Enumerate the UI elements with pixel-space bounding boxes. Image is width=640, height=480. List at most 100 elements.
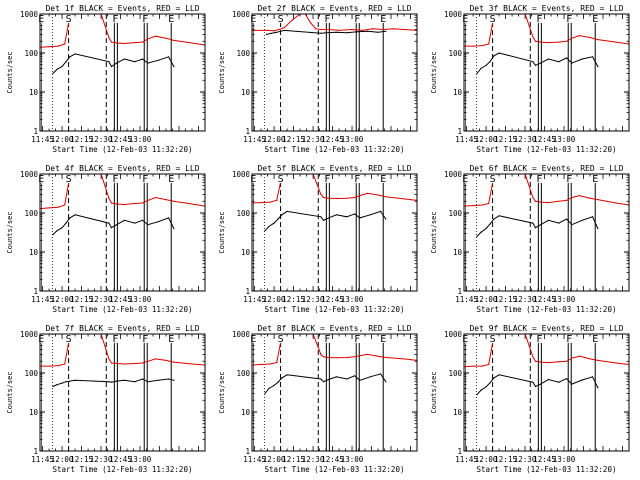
lld-data-point (110, 41, 113, 43)
lld-data-point (57, 365, 59, 367)
panel-title: Det 6f BLACK = Events, RED = LLD (469, 164, 623, 173)
events-data-point (346, 378, 348, 380)
lld-data-point (346, 197, 348, 199)
marker-label-box (565, 333, 574, 343)
events-data-point (108, 61, 110, 63)
lld-data-point (320, 28, 322, 31)
marker-label-F: F (112, 334, 118, 345)
events-data-point (65, 222, 67, 224)
x-axis-label: Start Time (12-Feb-03 11:32:20) (53, 465, 193, 474)
lld-data-point (276, 199, 278, 201)
y-tick-label: 10 (29, 248, 39, 257)
lld-data-point (173, 200, 175, 202)
marker-label-box (591, 13, 600, 23)
events-data-point (498, 215, 500, 217)
marker-label-E: E (38, 14, 44, 25)
lld-data-point (571, 196, 573, 199)
y-tick-label: 10 (241, 248, 251, 257)
lld-data-point (579, 35, 581, 37)
marker-label-box (141, 333, 150, 343)
events-data-point (540, 62, 542, 64)
events-data-point (480, 389, 482, 391)
lld-data-point (354, 196, 356, 199)
plot-frame (39, 13, 206, 132)
marker-label-box (249, 333, 258, 343)
marker-label-box (379, 173, 388, 183)
events-data-point (566, 378, 568, 380)
events-data-point (547, 58, 550, 60)
x-tick-label: 12:45 (321, 295, 344, 304)
marker-label-F: F (324, 334, 330, 345)
events-data-point (134, 381, 136, 383)
lld-data-point (481, 365, 483, 367)
x-axis-label: Start Time (12-Feb-03 11:32:20) (53, 145, 193, 154)
events-data-point (273, 222, 275, 224)
marker-label-E: E (380, 174, 386, 185)
events-data-point (264, 230, 266, 232)
events-data-point (597, 65, 599, 68)
marker-label-E: E (592, 334, 598, 345)
y-tick-label: 100 (448, 209, 462, 218)
marker-label-F: F (536, 174, 542, 185)
lld-data-point (589, 36, 591, 39)
events-data-point (268, 387, 270, 390)
events-data-point (56, 384, 58, 386)
lld-data-point (615, 202, 617, 204)
events-data-point (173, 227, 175, 230)
x-tick-label: 11:45 (243, 295, 266, 304)
events-data-point (335, 214, 337, 216)
lld-data-point (116, 203, 118, 205)
events-data-point (268, 225, 270, 228)
events-data-point (597, 227, 599, 230)
events-series-line (264, 373, 387, 394)
x-tick-label: 12:45 (109, 135, 132, 144)
x-axis-label: Start Time (12-Feb-03 11:32:20) (265, 305, 405, 314)
lld-data-point (367, 353, 369, 355)
events-data-point (276, 31, 278, 33)
lld-data-point (123, 42, 125, 45)
events-data-point (328, 217, 330, 219)
x-tick-label: 12:30 (514, 135, 537, 144)
y-tick-label: 10 (241, 88, 251, 97)
y-tick-label: 1000 (20, 170, 39, 179)
lld-data-point (472, 45, 474, 47)
lld-data-point (382, 28, 384, 31)
events-data-point (286, 374, 288, 376)
marker-label-S: S (278, 174, 284, 185)
events-data-point (110, 65, 113, 68)
events-data-point (532, 222, 534, 224)
lld-data-point (354, 356, 356, 358)
events-data-point (493, 218, 495, 220)
events-data-point (147, 62, 149, 64)
y-axis-label: Counts/sec (6, 51, 14, 93)
x-tick-label: 12:00 (263, 135, 286, 144)
marker-label-E: E (250, 334, 256, 345)
events-data-point (56, 68, 58, 70)
y-tick-label: 1 (33, 287, 38, 296)
marker-label-box (276, 173, 285, 183)
plot-frame (251, 13, 418, 132)
y-tick-label: 100 (236, 209, 250, 218)
events-data-point (168, 378, 170, 380)
y-axis-label: Counts/sec (218, 51, 226, 93)
marker-label-E: E (168, 334, 174, 345)
events-data-point (108, 222, 110, 224)
marker-label-box (535, 13, 544, 23)
lld-data-point (359, 355, 361, 357)
lld-data-point (173, 361, 175, 363)
lld-data-point (269, 201, 271, 203)
y-tick-label: 1000 (232, 330, 251, 339)
lld-data-point (110, 202, 113, 204)
lld-data-point (291, 19, 293, 21)
y-tick-label: 10 (29, 408, 39, 417)
y-axis-label: Counts/sec (218, 371, 226, 413)
marker-label-E: E (462, 14, 468, 25)
lld-data-point (403, 198, 405, 200)
lld-data-point (403, 28, 405, 31)
events-series-line (264, 210, 387, 232)
events-data-point (335, 31, 337, 33)
y-tick-label: 1000 (444, 170, 463, 179)
marker-label-E: E (462, 334, 468, 345)
marker-label-F: F (566, 174, 572, 185)
lld-data-point (134, 42, 136, 44)
